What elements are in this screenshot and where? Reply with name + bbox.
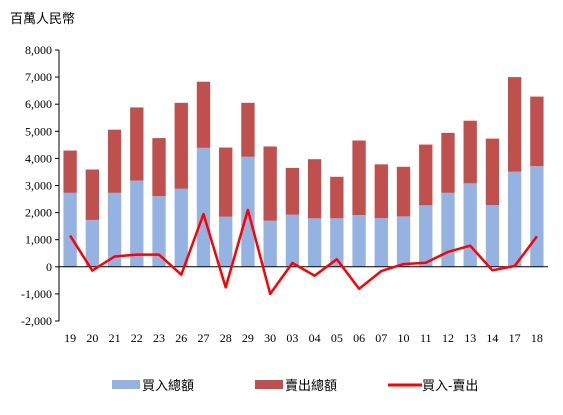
bar-sell-28: [219, 147, 233, 217]
y-tick-label: -2,000: [21, 314, 52, 328]
bar-sell-29: [241, 102, 255, 157]
x-tick-label: 04: [309, 331, 321, 345]
bar-buy-20: [85, 219, 100, 267]
x-tick-label: 30: [264, 331, 276, 345]
bar-sell-27: [196, 81, 211, 148]
bar-sell-14: [485, 138, 500, 206]
bar-buy-07: [374, 218, 388, 267]
bar-buy-21: [107, 192, 122, 267]
bar-buy-11: [419, 205, 433, 267]
bar-sell-04: [307, 159, 322, 219]
x-tick-label: 28: [220, 331, 232, 345]
legend: 買入總額 賣出總額 買入-賣出: [112, 378, 478, 393]
y-tick-label: 8,000: [25, 43, 52, 57]
x-tick-label: 21: [109, 331, 121, 345]
bar-buy-03: [285, 214, 300, 267]
x-tick-label: 12: [442, 331, 454, 345]
bar-buy-22: [130, 180, 144, 267]
y-tick-label: 5,000: [25, 124, 52, 138]
bar-sell-11: [419, 144, 433, 206]
bar-sell-26: [174, 102, 188, 189]
legend-label-0: 買入總額: [142, 378, 194, 393]
bar-buy-18: [530, 165, 544, 267]
bar-sell-03: [285, 167, 300, 215]
x-tick-label: 17: [509, 331, 521, 345]
x-tick-label: 27: [197, 331, 209, 345]
y-tick-label: 4,000: [25, 151, 52, 165]
bar-sell-30: [263, 146, 277, 221]
x-tick-label: 13: [464, 331, 476, 345]
bar-sell-05: [330, 176, 344, 219]
y-tick-label: 3,000: [25, 179, 52, 193]
bar-buy-17: [507, 171, 522, 267]
bar-buy-30: [263, 220, 277, 267]
x-tick-label: 23: [153, 331, 165, 345]
bar-buy-28: [219, 216, 233, 267]
x-tick-label: 14: [486, 331, 498, 345]
bar-sell-19: [63, 150, 77, 193]
x-tick-label: 20: [86, 331, 98, 345]
bar-sell-10: [396, 166, 411, 217]
bar-buy-12: [441, 192, 455, 267]
x-tick-label: 22: [131, 331, 143, 345]
y-tick-label: 2,000: [25, 206, 52, 220]
bar-buy-13: [463, 183, 477, 267]
y-tick-label: 7,000: [25, 70, 52, 84]
legend-label-2: 買入-賣出: [422, 378, 478, 393]
bar-buy-19: [63, 192, 77, 267]
x-tick-label: 07: [375, 331, 387, 345]
bar-buy-06: [352, 215, 366, 267]
bar-buy-14: [485, 205, 500, 267]
bar-sell-22: [130, 107, 144, 181]
bar-buy-23: [152, 196, 166, 267]
x-axis-labels: 19 20 21 22 23 26 27 28 29 30 03 04 05 06 07 10 11 12 13 14…: [64, 331, 543, 345]
y-axis-ticks: -2,000 -1,000 0 1,000 2,000 3,000 4,000 5,000 6,…: [21, 43, 59, 328]
y-tick-label: 1,000: [25, 233, 52, 247]
bar-sell-20: [85, 169, 100, 220]
unit-label: 百萬人民幣: [10, 11, 76, 26]
bar-buy-10: [396, 216, 411, 267]
bar-sell-12: [441, 132, 455, 193]
y-tick-label: 6,000: [25, 97, 52, 111]
bar-buy-04: [307, 218, 322, 267]
x-tick-label: 18: [531, 331, 543, 345]
legend-swatch-1: [255, 380, 283, 389]
bar-sell-21: [107, 129, 122, 193]
bar-buy-26: [174, 188, 188, 267]
x-tick-label: 11: [420, 331, 432, 345]
x-tick-label: 10: [398, 331, 410, 345]
bar-sell-06: [352, 140, 366, 216]
y-tick-label: 0: [46, 260, 52, 274]
y-tick-label: -1,000: [21, 287, 52, 301]
bar-buy-05: [330, 218, 344, 267]
net-line-series: [69, 208, 538, 296]
x-tick-label: 03: [286, 331, 298, 345]
x-tick-label: 29: [242, 331, 254, 345]
legend-label-1: 賣出總額: [285, 378, 337, 393]
bars-layer: [63, 77, 544, 267]
legend-swatch-0: [112, 380, 140, 389]
bar-sell-23: [152, 138, 166, 197]
x-tick-label: 19: [64, 331, 76, 345]
bar-sell-13: [463, 120, 477, 184]
bar-buy-27: [196, 147, 211, 267]
x-tick-label: 06: [353, 331, 365, 345]
x-tick-label: 26: [175, 331, 187, 345]
bar-sell-18: [530, 96, 544, 166]
x-tick-label: 05: [331, 331, 343, 345]
bar-sell-17: [507, 77, 522, 172]
bar-sell-07: [374, 164, 388, 219]
